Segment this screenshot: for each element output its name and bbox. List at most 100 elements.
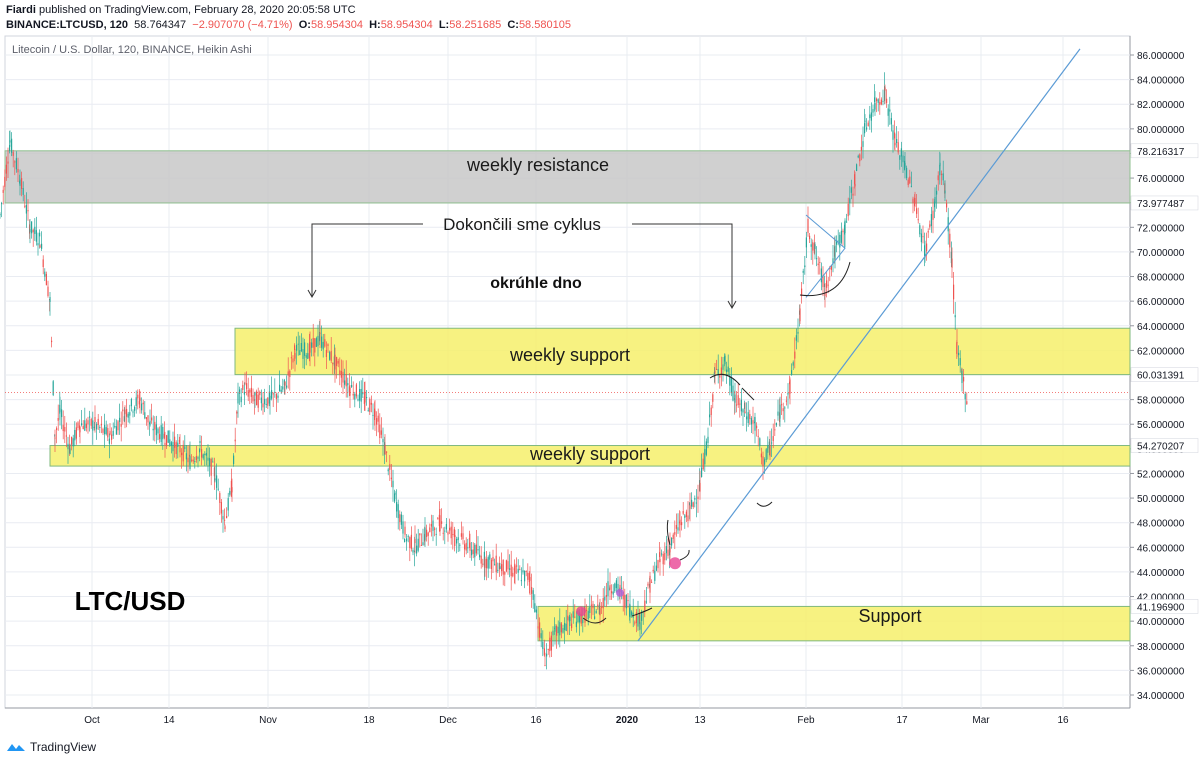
candle-body — [830, 265, 832, 270]
candle-body — [951, 258, 953, 268]
candle-body — [247, 390, 249, 397]
candle-body — [162, 427, 164, 440]
candle-body — [172, 442, 174, 452]
annotation-curve-arrow — [799, 261, 851, 297]
candle-body — [832, 258, 834, 265]
support-zone[interactable] — [234, 327, 1131, 376]
candle-body — [839, 234, 841, 248]
candle-body — [5, 164, 7, 174]
marker-circle[interactable] — [669, 557, 681, 570]
candle-body — [950, 251, 952, 264]
y-tick-label: 62.000000 — [1137, 346, 1185, 357]
candle-body — [850, 187, 852, 193]
candle-body — [817, 263, 819, 266]
candle-body — [912, 198, 914, 204]
high-value: 58.954304 — [380, 19, 433, 31]
candle-body — [534, 603, 536, 612]
candle-body — [739, 403, 741, 405]
candle-body — [11, 138, 13, 153]
candle-body — [607, 581, 609, 597]
candle-body — [729, 375, 731, 386]
candle-body — [12, 152, 14, 156]
candle-body — [459, 544, 461, 546]
tradingview-footer[interactable]: TradingView — [6, 740, 96, 754]
candle-body — [849, 198, 851, 204]
candle-body — [111, 434, 113, 440]
candle-body — [142, 402, 144, 405]
candle-body — [564, 622, 566, 631]
y-tick-label: 68.000000 — [1137, 273, 1185, 284]
annotation-curve-arrow — [631, 607, 653, 617]
candle-body — [547, 648, 549, 650]
candle-body — [379, 424, 381, 438]
candle-body — [580, 613, 582, 624]
candle-body — [29, 229, 31, 233]
candle-body — [439, 515, 441, 532]
candle-body — [75, 427, 77, 439]
support-zone[interactable] — [537, 605, 1131, 642]
candle-body — [139, 397, 141, 401]
candle-body — [671, 538, 673, 546]
zone-label: weekly support — [509, 345, 630, 365]
candle-body — [963, 376, 965, 382]
candle-body — [937, 175, 939, 181]
candle-body — [34, 226, 36, 234]
candle-body — [890, 118, 892, 125]
candle-body — [713, 372, 715, 378]
candle-body — [936, 190, 938, 195]
candle-body — [420, 544, 422, 546]
candle-body — [144, 412, 146, 419]
candle-body — [74, 430, 76, 441]
candle-body — [958, 352, 960, 356]
candle-body — [205, 452, 207, 456]
x-tick-label: 18 — [363, 715, 375, 726]
pane-title: Litecoin / U.S. Dollar, 120, BINANCE, He… — [12, 44, 252, 56]
candle-body — [409, 537, 411, 549]
candle-body — [582, 619, 584, 624]
candle-body — [892, 130, 894, 140]
candle-body — [732, 385, 734, 401]
candle-body — [482, 563, 484, 565]
marker-circle[interactable] — [576, 606, 586, 617]
candle-body — [565, 623, 567, 632]
candle-body — [857, 155, 859, 158]
candle-body — [376, 418, 378, 425]
candle-body — [734, 394, 736, 403]
candle-body — [854, 174, 856, 185]
candle-body — [267, 397, 269, 406]
candle-body — [681, 522, 683, 526]
candle-body — [265, 403, 267, 405]
candle-body — [0, 213, 1, 216]
support-zone[interactable] — [49, 445, 1131, 467]
marker-circle[interactable] — [616, 588, 624, 597]
y-tick-label: 76.000000 — [1137, 174, 1185, 185]
y-tick-label: 82.000000 — [1137, 100, 1185, 111]
candle-body — [869, 114, 871, 119]
candle-body — [67, 443, 69, 450]
candle-body — [629, 604, 631, 618]
candle-body — [602, 598, 604, 609]
triangle-pattern[interactable] — [805, 214, 846, 298]
candle-body — [609, 585, 611, 590]
candle-body — [392, 480, 394, 488]
candle-body — [779, 404, 781, 419]
candle-body — [386, 451, 388, 453]
candle-body — [954, 315, 956, 318]
candle-body — [246, 383, 248, 390]
candle-body — [319, 332, 321, 334]
candle-body — [201, 449, 203, 458]
candle-body — [437, 518, 439, 520]
candle-body — [625, 594, 627, 609]
resistance-zone[interactable] — [4, 150, 1131, 204]
candle-body — [305, 355, 307, 358]
candle-body — [151, 417, 153, 421]
candle-body — [771, 442, 773, 444]
candle-body — [82, 425, 84, 429]
candle-body — [453, 529, 455, 537]
candle-body — [622, 591, 624, 600]
trendline[interactable] — [637, 48, 1081, 642]
candle-body — [189, 454, 191, 457]
candle-body — [695, 502, 697, 504]
candle-body — [939, 162, 941, 167]
